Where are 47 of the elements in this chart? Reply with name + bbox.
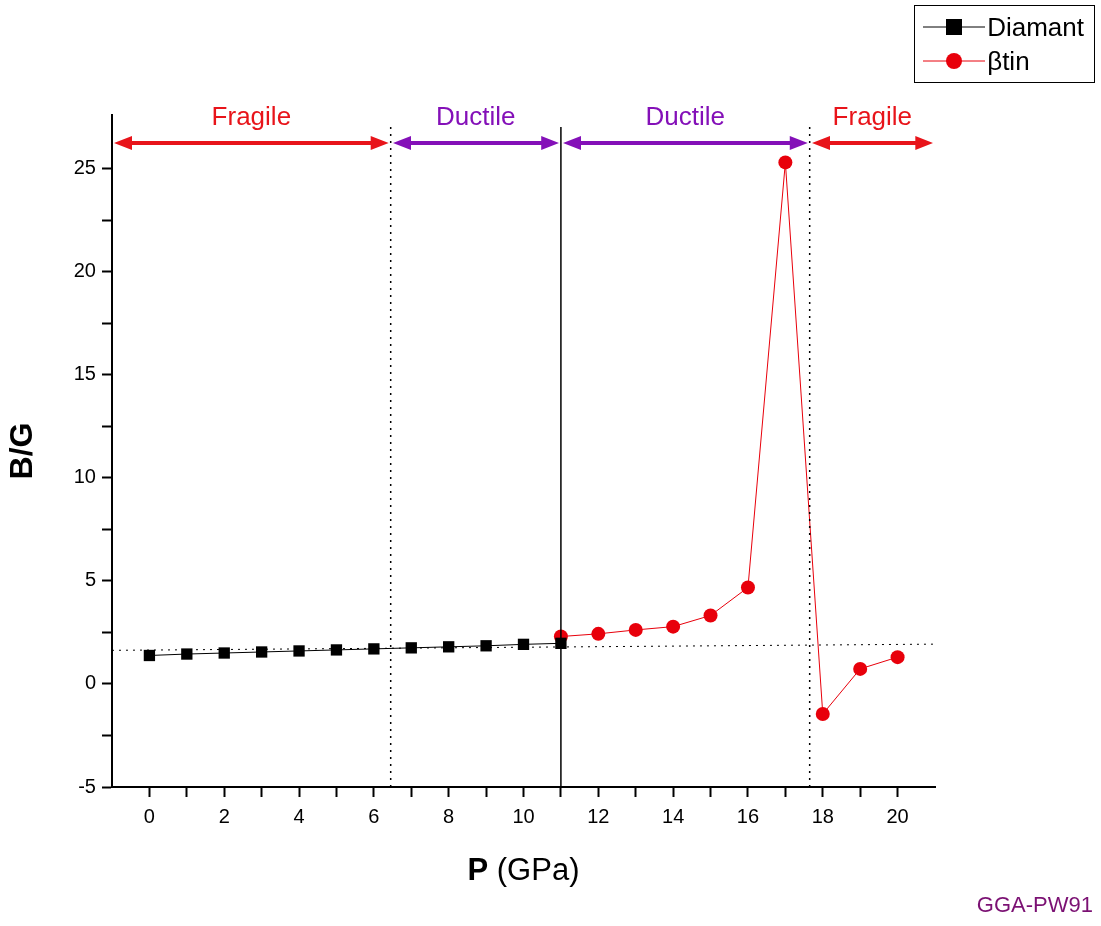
point (778, 155, 793, 170)
point (591, 626, 606, 641)
point (815, 707, 830, 722)
point (853, 661, 868, 676)
x-tick-label: 2 (218, 804, 230, 827)
point (255, 646, 268, 658)
annotation: Fragile (832, 101, 913, 132)
point (480, 640, 492, 652)
point (143, 649, 156, 662)
x-tick-label: 10 (512, 804, 535, 827)
legend-label: βtin (987, 45, 1030, 77)
y-axis-title: B/G (3, 422, 40, 480)
point (218, 647, 230, 659)
legend-label: Diamant (987, 11, 1084, 43)
point (443, 641, 455, 653)
point (368, 643, 380, 655)
point (181, 648, 193, 660)
x-tick-label: 4 (293, 804, 305, 827)
x-axis-title: P (GPa) (466, 852, 581, 888)
x-tick-label: 16 (736, 804, 760, 827)
y-tick-label: 10 (73, 465, 96, 488)
x-tick-label: 18 (811, 804, 834, 827)
x-tick-label: 12 (587, 804, 610, 827)
point (628, 622, 643, 637)
annotation: Fragile (211, 101, 292, 132)
text: GGA-PW91 (976, 892, 1093, 918)
x-tick-label: 6 (368, 804, 380, 827)
point (666, 619, 681, 634)
y-tick-label: 0 (84, 671, 96, 694)
y-tick-label: 25 (73, 156, 96, 179)
x-tick-label: 8 (443, 804, 455, 827)
point (890, 650, 905, 665)
y-tick-label: 15 (73, 362, 96, 385)
x-tick-label: 0 (143, 804, 155, 827)
y-tick-label: -5 (78, 774, 96, 797)
point (330, 644, 343, 656)
point (405, 642, 417, 654)
y-tick-label: 20 (73, 259, 96, 282)
y-tick-label: 5 (84, 568, 96, 591)
x-tick-label: 20 (886, 804, 909, 827)
x-tick-label: 14 (662, 804, 685, 827)
point (703, 608, 718, 623)
annotation: Ductile (645, 101, 726, 132)
point (293, 645, 305, 657)
point (517, 638, 530, 651)
annotation: Ductile (436, 101, 516, 132)
point (740, 580, 755, 595)
